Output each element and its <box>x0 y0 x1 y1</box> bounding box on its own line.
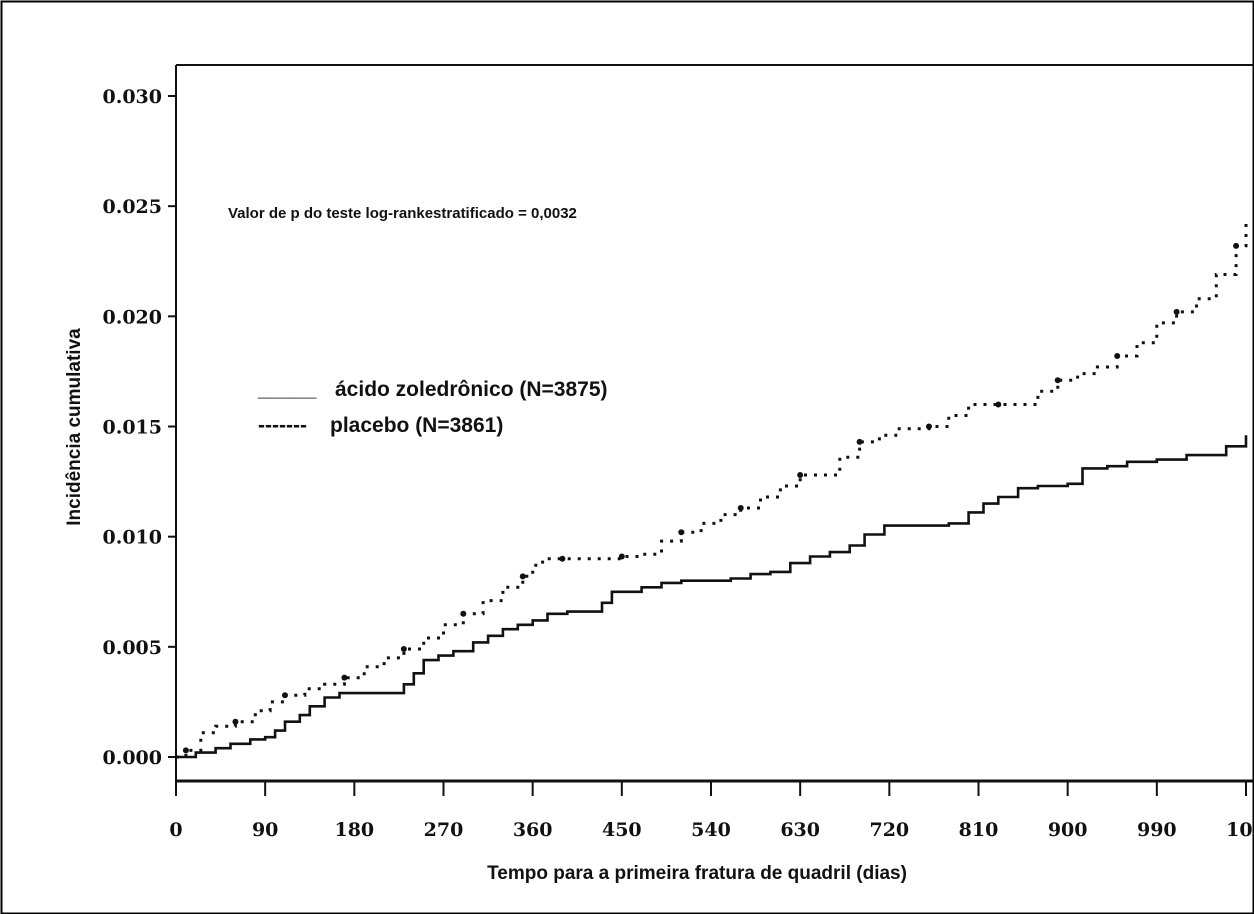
placebo-event-point <box>519 573 526 580</box>
placebo-event-point <box>1173 308 1180 315</box>
placebo-event-point <box>1054 377 1061 384</box>
x-tick-label: 990 <box>1137 819 1177 841</box>
placebo-event-point <box>737 505 744 512</box>
placebo-event-point <box>559 555 566 562</box>
y-tick-label: 0.000 <box>103 747 163 769</box>
x-tick-label: 180 <box>334 819 374 841</box>
legend-marker-placebo: ------- <box>258 414 307 437</box>
series-line-zoledronic <box>176 435 1248 759</box>
legend-label-placebo: placebo (N=3861) <box>330 414 503 437</box>
legend: _____ ácido zoledrônico (N=3875) -------… <box>257 378 608 437</box>
placebo-event-point <box>618 553 625 560</box>
x-tick-label: 900 <box>1048 819 1088 841</box>
x-tick-label: 450 <box>602 819 642 841</box>
placebo-event-point <box>995 401 1002 408</box>
p-value-annotation: Valor de p do teste log-rankestratificad… <box>228 205 577 222</box>
x-tick-label: 0 <box>169 819 182 841</box>
legend-marker-zoledronic: _____ <box>257 378 317 401</box>
placebo-event-point <box>797 471 804 478</box>
y-tick-label: 0.025 <box>103 196 163 218</box>
legend-label-zoledronic: ácido zoledrônico (N=3875) <box>335 378 608 401</box>
placebo-event-point <box>678 529 685 536</box>
placebo-event-point <box>925 423 932 430</box>
placebo-event-point <box>341 674 348 681</box>
y-tick-label: 0.020 <box>103 306 163 328</box>
y-ticks: 0.030 0.025 0.020 0.015 0.010 0.005 0.000 <box>103 86 176 769</box>
axes <box>175 64 1254 783</box>
placebo-event-point <box>460 610 467 617</box>
x-tick-label: 108 <box>1226 819 1254 841</box>
x-axis-title: Tempo para a primeira fratura de quadril… <box>487 863 907 884</box>
placebo-event-point <box>182 747 189 754</box>
y-tick-label: 0.010 <box>103 527 163 549</box>
y-tick-label: 0.015 <box>103 417 163 439</box>
y-tick-label: 0.030 <box>103 86 163 108</box>
y-axis-title: Incidência cumulativa <box>64 328 85 526</box>
x-tick-label: 90 <box>252 819 278 841</box>
x-tick-label: 810 <box>959 819 999 841</box>
placebo-event-point <box>1114 352 1121 359</box>
placebo-event-point <box>400 646 407 653</box>
y-tick-label: 0.005 <box>103 637 163 659</box>
placebo-event-point <box>232 718 239 725</box>
x-tick-label: 720 <box>869 819 909 841</box>
placebo-event-point <box>1233 242 1240 249</box>
series-layer <box>176 219 1248 759</box>
x-tick-label: 270 <box>424 819 464 841</box>
x-tick-label: 540 <box>691 819 731 841</box>
x-tick-label: 360 <box>513 819 553 841</box>
placebo-event-point <box>281 692 288 699</box>
placebo-event-point <box>856 438 863 445</box>
x-ticks: 0 90 180 270 360 450 540 630 720 810 900 990 108 <box>169 781 1254 841</box>
x-tick-label: 630 <box>780 819 820 841</box>
